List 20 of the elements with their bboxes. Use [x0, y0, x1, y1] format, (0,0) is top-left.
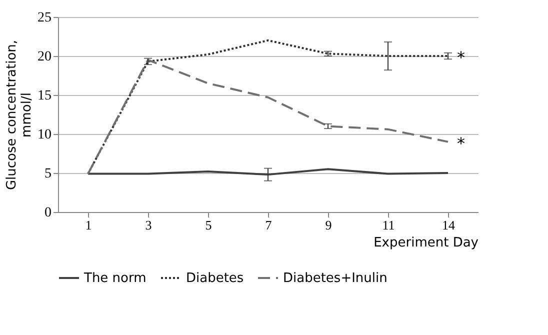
y-tick-label: 10: [38, 128, 52, 142]
annotation: *: [457, 48, 465, 67]
y-axis-title: Glucose concentration, mmol/l: [4, 40, 34, 190]
y-tick-label: 5: [44, 166, 52, 182]
x-tick-label: 14: [442, 218, 456, 232]
legend-label: Diabetes+Inulin: [283, 271, 388, 286]
x-tick-label: 1: [85, 218, 92, 232]
y-tick-label: 0: [44, 206, 52, 220]
annotation: *: [457, 134, 465, 153]
x-tick-label: 7: [265, 218, 272, 232]
x-tick-label: 5: [205, 218, 212, 232]
y-tick-label: 15: [38, 88, 52, 104]
x-tick-label: 11: [382, 218, 395, 232]
y-tick-label: 25: [38, 10, 52, 26]
x-axis-title: Experiment Day: [374, 236, 479, 250]
legend-label: The norm: [83, 271, 146, 286]
legend-label: Diabetes: [186, 271, 244, 286]
x-tick-label: 9: [325, 218, 332, 232]
y-tick-label: 20: [38, 50, 52, 64]
x-tick-label: 3: [145, 218, 152, 232]
